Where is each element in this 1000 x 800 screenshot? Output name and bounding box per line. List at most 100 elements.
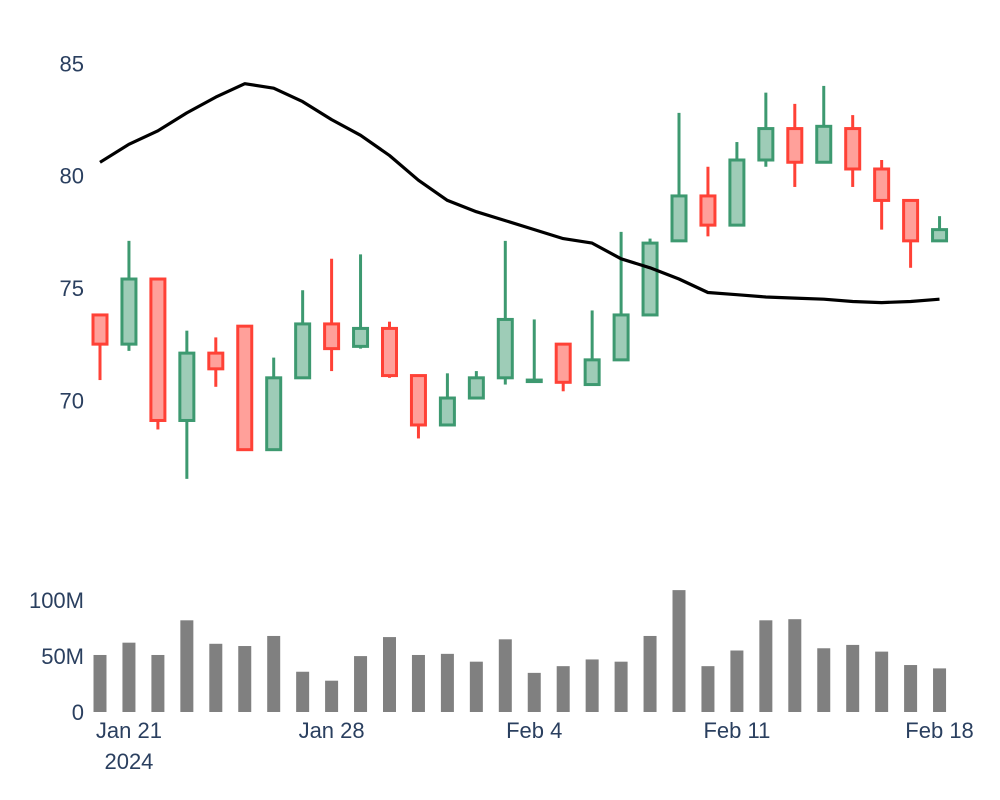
volume-bar (614, 661, 628, 712)
volume-bar (180, 620, 194, 712)
volume-bar (122, 642, 136, 712)
volume-bar (440, 653, 454, 712)
price-tick-label: 70 (60, 388, 84, 413)
candle-body (496, 317, 514, 380)
candle-body (265, 376, 283, 452)
volume-bar (238, 646, 252, 712)
candle-body (323, 322, 341, 351)
candle-body (786, 127, 804, 164)
candle-body (583, 358, 601, 387)
candlestick (236, 324, 254, 452)
candlestick (294, 290, 312, 380)
candlestick (931, 216, 949, 243)
candle-body (525, 378, 543, 384)
candlestick (265, 357, 283, 452)
volume-bar (701, 666, 715, 712)
candle-body (352, 326, 370, 348)
moving-average-line (99, 82, 940, 305)
candle-body (931, 228, 949, 243)
candle-body (236, 324, 254, 452)
candlestick (207, 337, 225, 387)
candle-body (815, 124, 833, 164)
x-tick-year-label: 2024 (104, 749, 153, 774)
price-tick-label: 75 (60, 276, 84, 301)
candle-body (149, 277, 167, 422)
volume-bar (672, 590, 686, 712)
volume-bar (325, 680, 339, 712)
volume-bar (730, 650, 744, 712)
candlestick (409, 374, 427, 439)
candlestick (728, 142, 746, 227)
x-tick-label: Feb 11 (703, 718, 770, 743)
candlestick (583, 310, 601, 387)
volume-bar (556, 666, 570, 712)
candle-body (554, 342, 572, 384)
candlestick (120, 240, 138, 351)
candle-body (178, 351, 196, 422)
candlestick (178, 330, 196, 479)
x-tick-label: Jan 28 (299, 718, 365, 743)
candlestick (554, 342, 572, 392)
candle-body (467, 376, 485, 400)
volume-bar (354, 656, 368, 712)
volume-panel (93, 590, 947, 712)
candle-body (873, 167, 891, 202)
price-panel (91, 82, 949, 479)
candlestick (815, 85, 833, 164)
volume-bar (267, 635, 281, 712)
candlestick (670, 112, 688, 243)
candlestick (438, 373, 456, 427)
x-axis: Jan 21 2024 Jan 28 Feb 4 Feb 11 Feb 18 (96, 718, 974, 774)
candle-body (294, 322, 312, 380)
candlestick (786, 103, 804, 187)
volume-bar (904, 665, 918, 712)
volume-bar (209, 643, 223, 712)
x-tick-label: Feb 18 (905, 718, 974, 743)
volume-tick-label: 50M (41, 644, 84, 669)
candle-body (844, 127, 862, 171)
volume-bar (643, 635, 657, 712)
candlestick (844, 115, 862, 187)
volume-bar (759, 620, 773, 712)
candlestick (381, 321, 398, 378)
candlestick (149, 277, 167, 430)
candle-body (207, 351, 225, 371)
volume-bar (383, 637, 396, 712)
candlestick (902, 198, 920, 268)
volume-bar (846, 644, 860, 712)
candle-body (757, 127, 775, 162)
volume-bar (788, 619, 802, 712)
volume-bar (411, 654, 425, 712)
candlestick (757, 92, 775, 167)
volume-bar (151, 654, 165, 712)
candlestick (641, 238, 659, 317)
candle-body (381, 326, 398, 378)
volume-bar (498, 639, 512, 712)
volume-bar (585, 659, 599, 712)
candle-body (728, 158, 746, 227)
candle-body (670, 194, 688, 243)
candlestick (873, 160, 891, 230)
candlestick (496, 240, 514, 385)
candle-body (902, 198, 920, 243)
x-tick-label: Feb 4 (506, 718, 562, 743)
candle-body (699, 194, 717, 227)
volume-bar (93, 654, 107, 712)
candlestick (91, 313, 109, 381)
candlestick (699, 166, 717, 237)
candlestick (352, 254, 370, 349)
volume-tick-label: 0 (72, 700, 84, 725)
candlestick (525, 319, 543, 384)
price-y-axis: 70 75 80 85 (60, 51, 84, 413)
volume-bar (875, 651, 889, 712)
volume-bar (469, 661, 483, 712)
volume-tick-label: 100M (29, 588, 84, 613)
candle-body (438, 396, 456, 427)
volume-y-axis: 0 50M 100M (29, 588, 84, 725)
x-tick-label: Jan 21 (96, 718, 162, 743)
volume-bar (817, 648, 831, 712)
volume-bar (527, 672, 541, 712)
candle-body (91, 313, 109, 346)
price-tick-label: 80 (60, 164, 84, 189)
